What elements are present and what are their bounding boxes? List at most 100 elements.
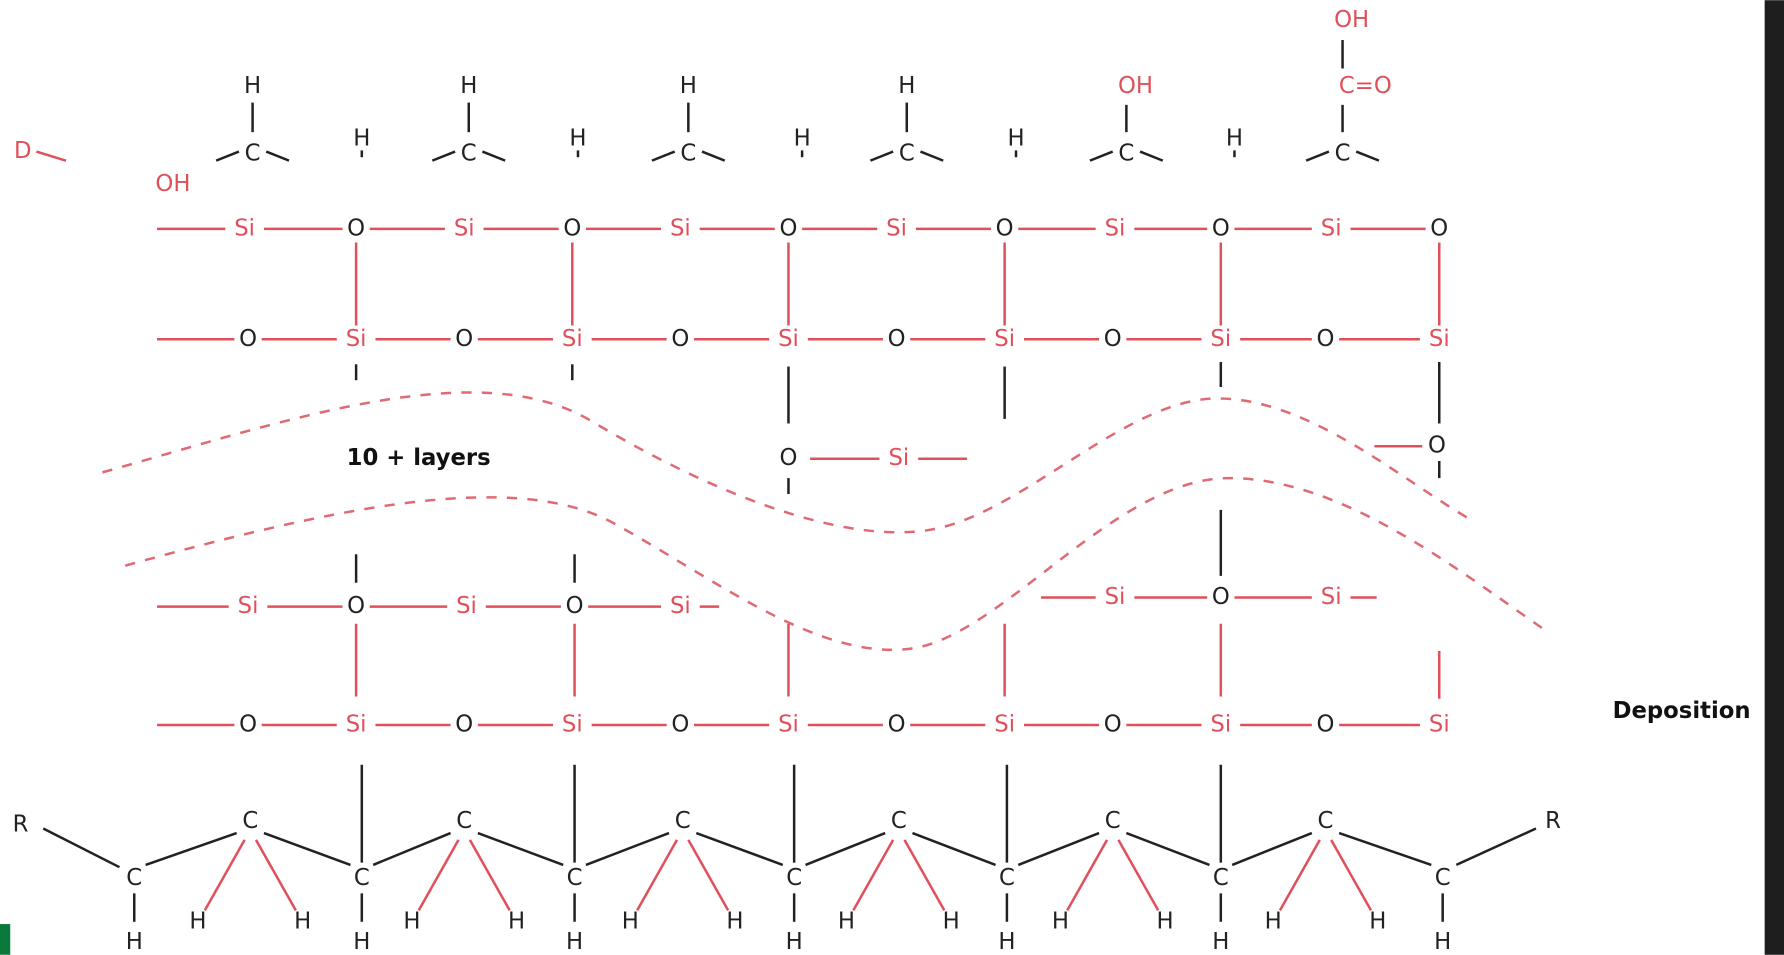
label-bg (1095, 583, 1135, 612)
atom-label: Si (1321, 584, 1342, 610)
atom-label: H (786, 929, 803, 955)
atom-label: R (1545, 808, 1561, 834)
atom-label: H (353, 126, 370, 152)
atom-label: H (943, 908, 960, 934)
atom-label: H (1265, 908, 1282, 934)
label-bg (1311, 711, 1340, 739)
atom-label: OH (1118, 73, 1153, 99)
label-bg (990, 215, 1019, 243)
atom-label: Si (346, 326, 367, 352)
atom-label: Si (670, 593, 691, 619)
label-bg (447, 592, 486, 621)
bond (852, 839, 895, 912)
atom-label: O (347, 593, 365, 619)
label-bg (1207, 583, 1235, 612)
atom-label: Si (886, 215, 907, 241)
atom-label: Si (778, 326, 799, 352)
bond (36, 150, 67, 162)
bond (903, 839, 946, 912)
atom-label: Si (888, 445, 909, 471)
label-bg (1095, 215, 1135, 243)
atom-label: C (354, 865, 370, 891)
atom-label: O (671, 326, 689, 352)
atom-label: O (888, 711, 906, 737)
atom-label: O (1212, 584, 1230, 610)
bond (1305, 150, 1330, 162)
atom-label: C (1105, 808, 1121, 834)
label-bg (342, 592, 370, 621)
atom-label: H (1007, 126, 1024, 152)
bond (869, 150, 894, 162)
label-bg (769, 711, 808, 739)
label-bg (879, 445, 919, 473)
atom-label: C (1335, 140, 1351, 166)
atom-label: O (347, 215, 365, 241)
bond (1455, 827, 1537, 867)
layer-boundary (124, 476, 1549, 652)
label-bg (234, 325, 262, 353)
label-bg (882, 711, 911, 739)
atom-label: H (508, 908, 525, 934)
label-bg (234, 711, 262, 739)
bond (1278, 839, 1321, 912)
label-bg (882, 325, 911, 353)
atom-label: O (780, 215, 798, 241)
atom-label: D (14, 138, 32, 164)
bond (372, 831, 452, 867)
atom-label: O (455, 326, 473, 352)
label-bg (661, 215, 700, 243)
bond (1125, 831, 1210, 867)
label-bg (985, 325, 1024, 353)
bond (1089, 150, 1114, 162)
label-bg (1207, 215, 1235, 243)
label-bg (342, 215, 370, 243)
bond (919, 150, 944, 162)
atom-label: H (680, 73, 697, 99)
bond (636, 839, 679, 912)
atom-label: O (1104, 326, 1122, 352)
label-bg (1425, 215, 1453, 243)
atom-label: Si (1210, 711, 1231, 737)
bond (1355, 150, 1380, 162)
atom-label: H (569, 126, 586, 152)
bond (468, 839, 511, 912)
bond (417, 839, 460, 912)
label-bg (1419, 711, 1459, 739)
label-bg (774, 215, 803, 243)
atom-label: Si (234, 215, 255, 241)
bond (42, 827, 121, 869)
bond (695, 831, 784, 867)
atom-label: H (244, 73, 261, 99)
atom-label: OH (155, 171, 190, 197)
label-bg (661, 592, 700, 621)
atom-label: O (780, 445, 798, 471)
atom-label: Si (456, 593, 477, 619)
atom-label: C (891, 808, 907, 834)
bond (1139, 150, 1164, 162)
atom-label: H (838, 908, 855, 934)
label-bg (666, 711, 695, 739)
atom-label: C (899, 140, 915, 166)
atom-label: Si (670, 215, 691, 241)
atom-label: O (1428, 433, 1446, 459)
atom-label: H (1226, 126, 1243, 152)
atom-label: C (567, 865, 583, 891)
bond (481, 150, 506, 162)
atom-label: O (888, 326, 906, 352)
bond (912, 831, 996, 867)
label-bg (552, 325, 592, 353)
bond (1338, 831, 1432, 867)
label-bg (985, 711, 1024, 739)
atom-label: H (126, 929, 143, 955)
label-bg (769, 325, 808, 353)
corner-mark (0, 924, 11, 955)
label-bg (877, 215, 916, 243)
label-bg (1311, 325, 1340, 353)
atom-label: H (1052, 908, 1069, 934)
atom-label: O (239, 711, 257, 737)
label-bg (1311, 215, 1351, 243)
atom-label: O (671, 711, 689, 737)
bond (1231, 831, 1313, 867)
label-bg (450, 711, 478, 739)
